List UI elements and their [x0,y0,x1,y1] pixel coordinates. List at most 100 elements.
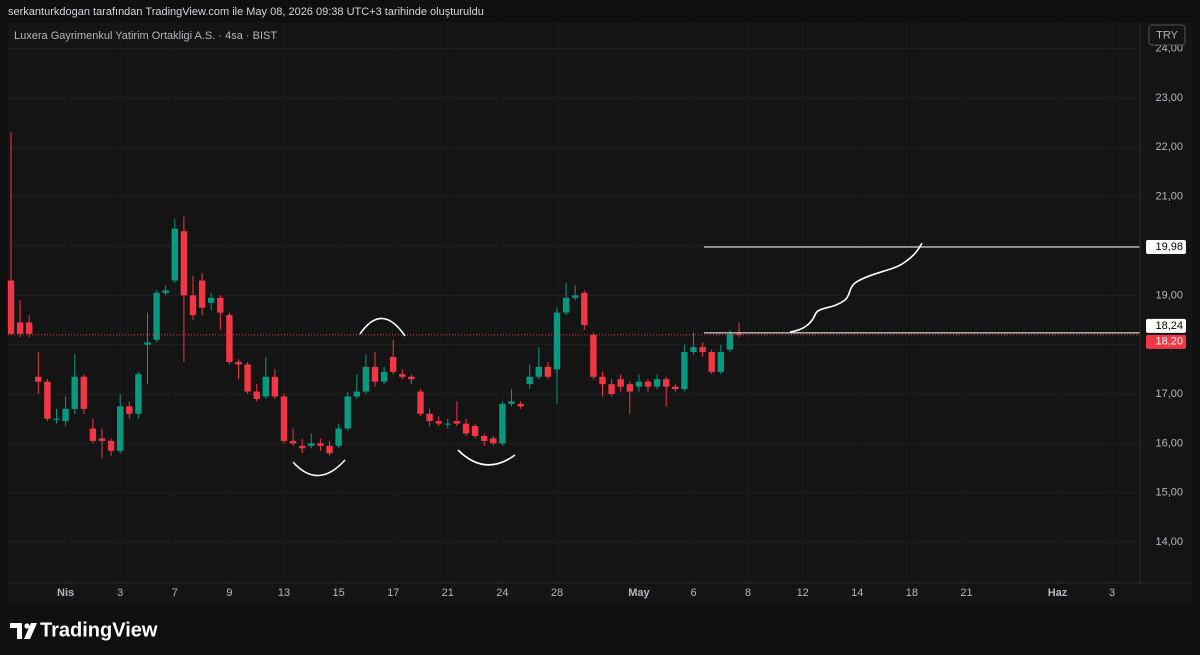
x-tick-label: 28 [551,587,563,599]
candle-body [544,366,552,377]
y-tick-label: 14,00 [1155,536,1183,548]
candle-body [80,376,87,409]
candle-body [672,386,679,390]
candle-body [453,421,461,424]
candle-body [435,421,442,424]
candle-body [362,366,370,392]
candle-body [371,366,379,382]
x-tick-label: 13 [278,587,290,599]
price-label: 19,98 [1155,241,1183,253]
candle-body [35,376,42,382]
candle-body [617,379,624,387]
candle-body [262,376,269,397]
candle-body [299,445,306,449]
candle-body [289,440,297,444]
drawn-arc [359,317,406,337]
grid: 14,0015,0016,0017,0018,0019,0020,0021,00… [8,22,1183,599]
candle-body [599,376,606,385]
x-tick-label: 24 [496,587,508,599]
candle-body [98,438,106,441]
currency-button[interactable] [1148,24,1186,46]
candle-body [89,428,97,441]
candle-body [426,413,433,422]
candle-body [335,428,342,446]
overlay: 19,98 18,24 18,20 [8,239,1186,349]
candle-body [726,333,734,350]
candle-body [517,403,524,407]
candle-body [471,426,479,436]
candle-body [253,391,260,399]
candle-body [153,292,160,340]
x-tick-label: 9 [226,587,232,599]
candle-body [144,342,151,345]
currency-label[interactable]: TRY [1156,29,1178,41]
candle-body [626,384,633,392]
x-tick-label: Haz [1048,587,1068,599]
candle-body [562,297,570,313]
chart-panel [8,22,1192,605]
y-tick-label: 17,00 [1155,388,1183,400]
y-tick-label: 16,00 [1155,437,1183,449]
candle-body [117,406,124,451]
drawn-arc [457,449,516,466]
drawn-projection [789,242,923,333]
candle-body [226,315,233,362]
candle-body [481,435,488,441]
candle-body [735,333,743,335]
candle-body [708,352,715,372]
candle-body [535,366,542,377]
price-label: 18,24 [1155,320,1183,332]
x-tick-label: 21 [442,587,454,599]
candle-body [644,381,652,387]
candle-body [690,347,697,353]
candle-body [217,297,224,313]
candle-body [399,374,406,377]
candles [7,132,743,459]
candle-body [390,357,397,372]
candle-body [353,391,360,397]
x-tick-label: 12 [797,587,809,599]
candle-body [244,364,251,392]
candle-body [681,352,688,390]
candle-body [344,396,351,429]
candle-body [308,443,315,446]
candle-body [208,297,215,303]
x-tick-label: 14 [851,587,863,599]
candle-body [526,376,533,385]
y-tick-label: 19,00 [1155,289,1183,301]
candle-body [380,371,388,382]
candle-body [235,361,242,365]
candle-body [408,376,415,380]
brand-logo [10,623,37,639]
candle-body [44,381,51,419]
candle-body [462,423,470,434]
x-tick-label: 15 [332,587,344,599]
candle-body [107,440,115,451]
x-tick-label: 3 [117,587,123,599]
candle-body [663,379,670,387]
y-tick-label: 23,00 [1155,92,1183,104]
candle-body [499,403,506,444]
candle-body [16,322,24,334]
price-label: 18,20 [1155,336,1183,348]
x-tick-label: 21 [960,587,972,599]
candle-body [317,443,324,446]
candle-body [581,292,588,325]
y-tick-label: 22,00 [1155,141,1183,153]
x-tick-label: 18 [906,587,918,599]
candle-body [271,376,279,397]
candle-body [280,396,288,441]
x-tick-label: May [628,587,650,599]
price-label-box [1146,239,1186,254]
x-tick-label: 17 [387,587,399,599]
candle-body [444,423,451,425]
candle-body [189,295,197,316]
candle-body [62,408,69,422]
candle-body [608,384,615,395]
candle-body [162,290,169,293]
x-tick-label: Nis [57,587,74,599]
candle-body [7,280,15,334]
x-tick-label: 6 [690,587,696,599]
